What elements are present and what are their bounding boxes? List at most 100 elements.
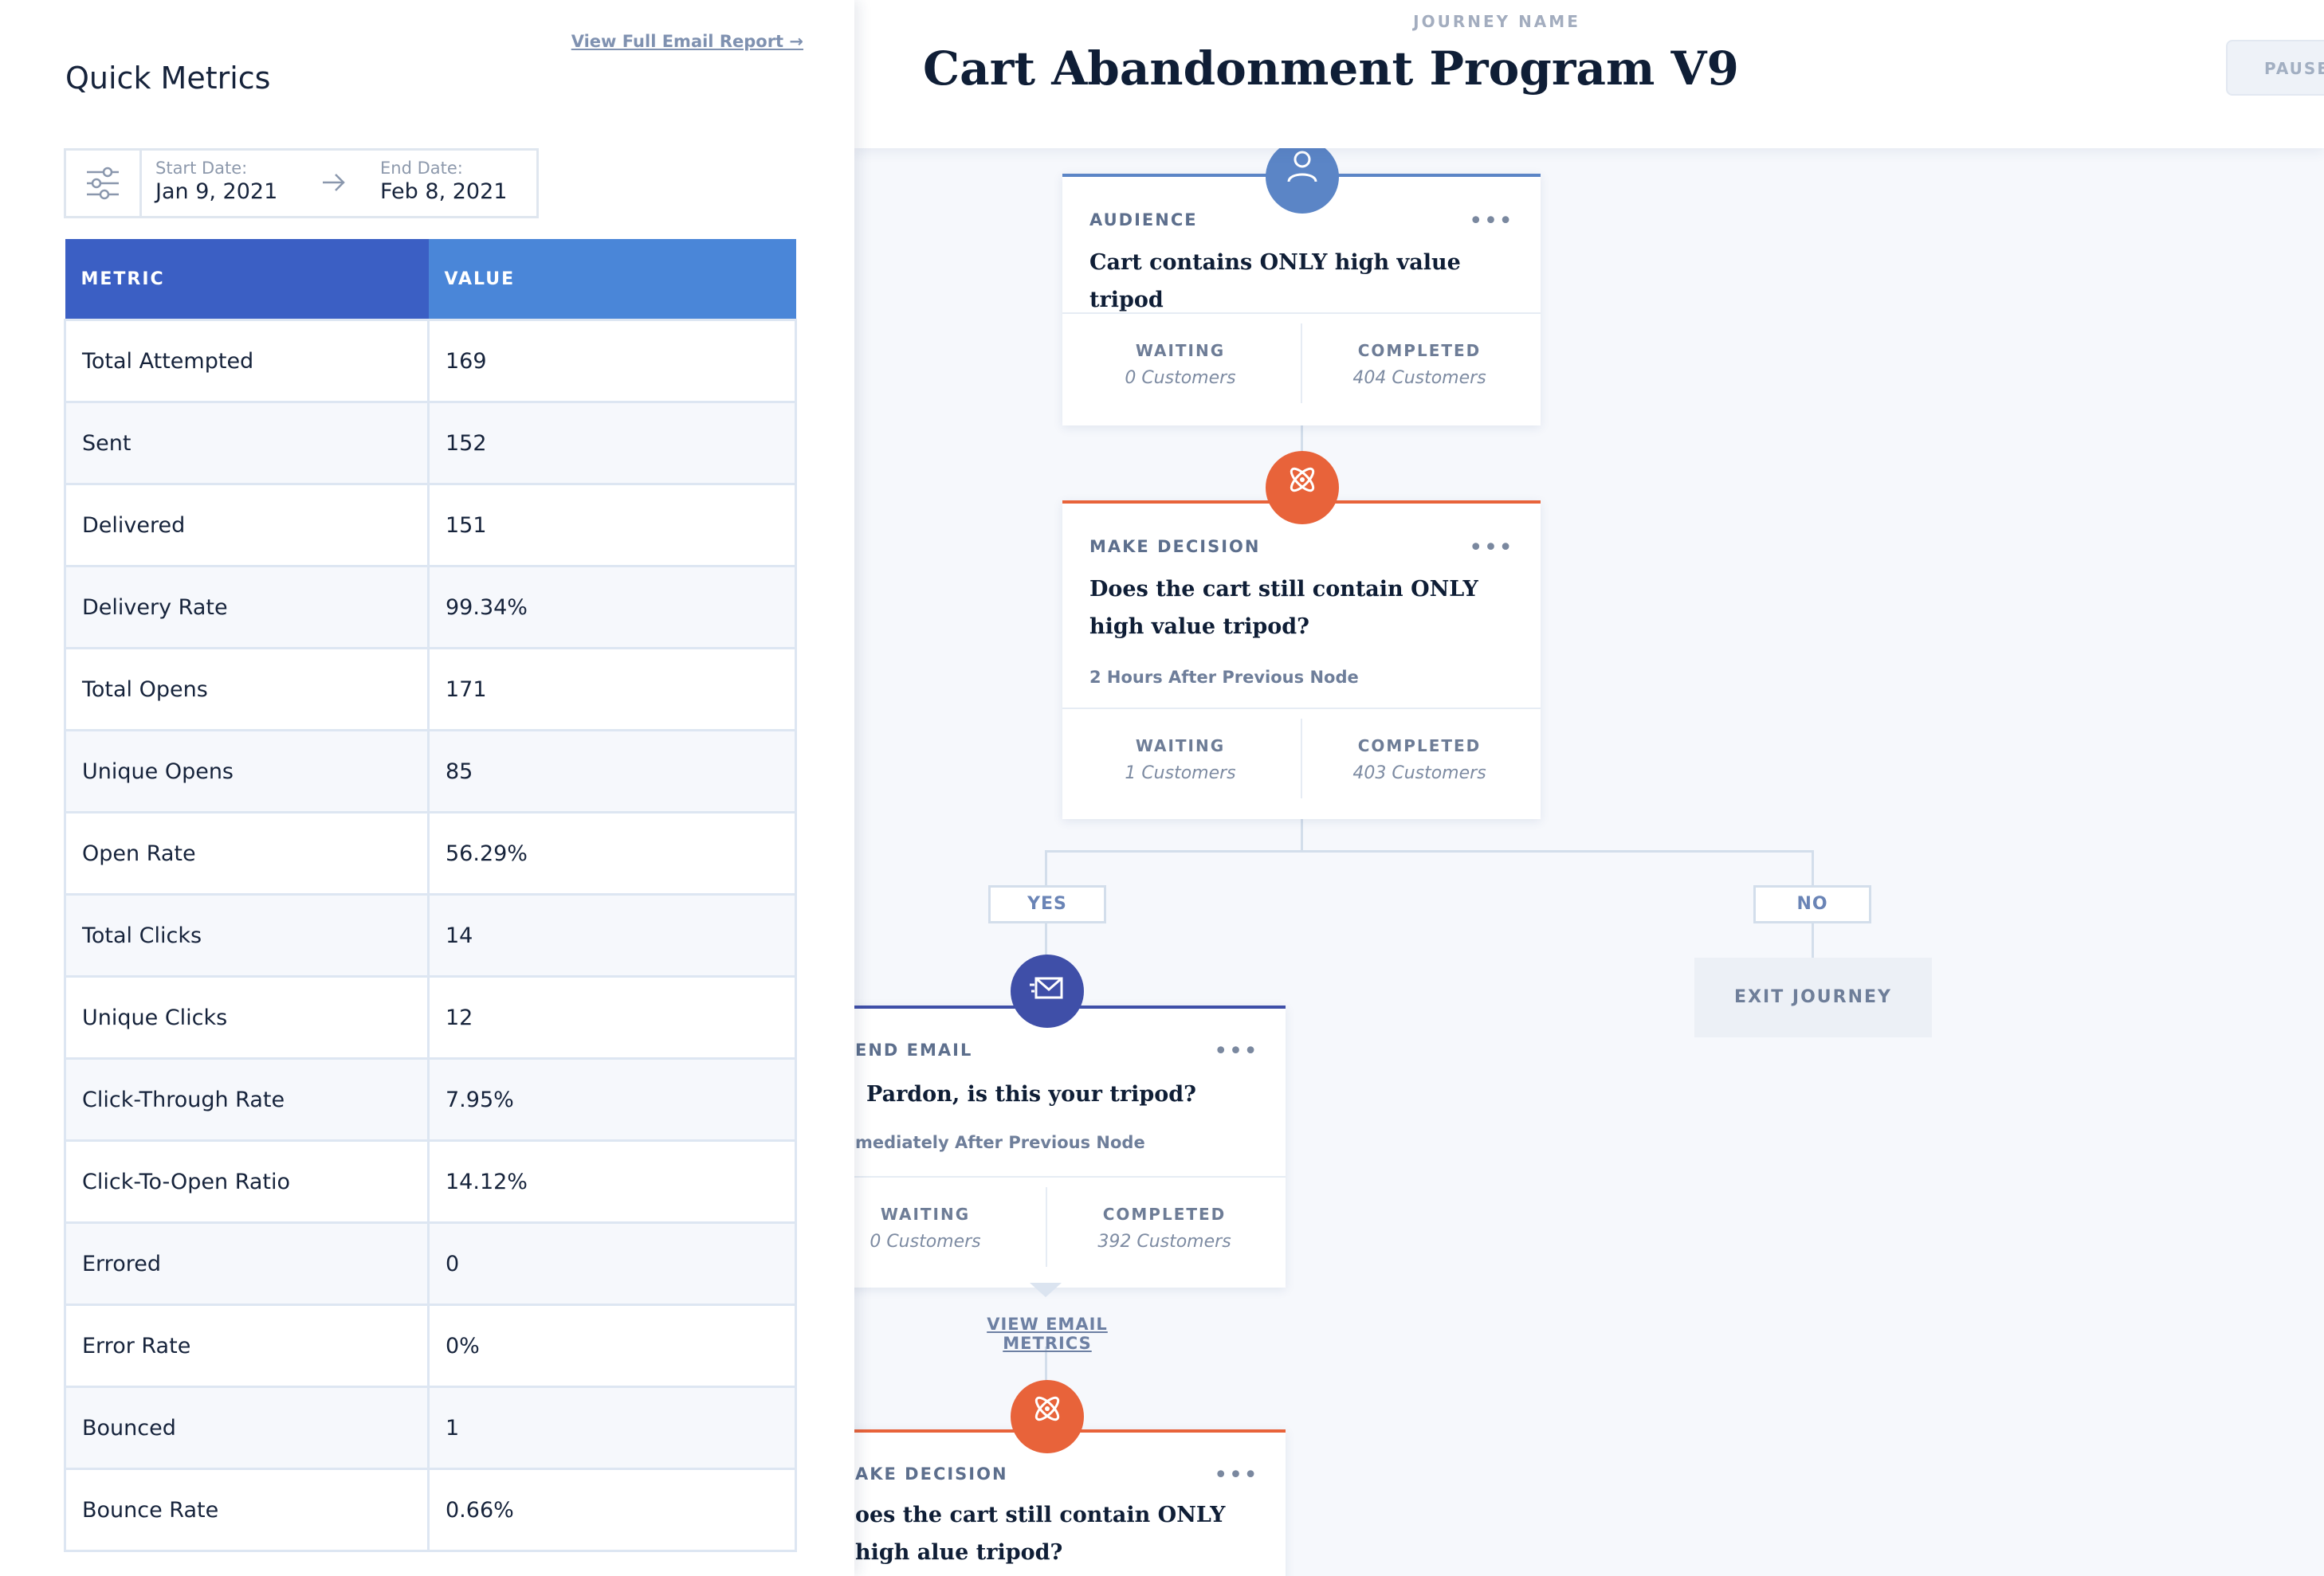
no-branch-label: NO	[1753, 885, 1871, 923]
metric-name-cell: Unique Opens	[64, 729, 430, 813]
metric-value-cell: 99.34%	[427, 565, 797, 649]
table-row: Total Clicks 14	[64, 893, 797, 978]
node-divider	[1062, 312, 1541, 314]
end-date-field[interactable]: End Date: Feb 8, 2021	[380, 159, 507, 204]
audience-node[interactable]: AUDIENCE ••• Cart contains ONLY high val…	[1062, 174, 1541, 425]
completed-stat: COMPLETED 403 Customers	[1352, 736, 1486, 783]
metric-name-cell: Bounce Rate	[64, 1468, 430, 1552]
connector-line	[1812, 923, 1814, 958]
metrics-table-body: Total Attempted 169 Sent 152 Delivered 151 Del…	[64, 319, 797, 1552]
more-dots-icon[interactable]: •••	[1213, 1461, 1258, 1489]
stat-separator	[1301, 323, 1302, 403]
metric-value-cell: 14.12%	[427, 1139, 797, 1224]
metric-name-cell: Sent	[64, 401, 430, 485]
metric-value-cell: 12	[427, 975, 797, 1060]
node-text: Pardon, is this your tripod?	[866, 1082, 1196, 1107]
waiting-stat: WAITING 0 Customers	[870, 1205, 981, 1252]
table-row: Errored 0	[64, 1221, 797, 1306]
more-dots-icon[interactable]: •••	[1213, 1037, 1258, 1065]
decision-badge	[1266, 451, 1339, 524]
decision-node[interactable]: MAKE DECISION ••• Does the cart still co…	[1062, 500, 1541, 819]
metric-value-cell: 151	[427, 483, 797, 567]
more-dots-icon[interactable]: •••	[1468, 534, 1513, 562]
node-timing: 2 Hours After Previous Node	[1089, 668, 1359, 687]
start-date-label: Start Date:	[155, 159, 248, 178]
yes-branch-label: YES	[988, 885, 1106, 923]
waiting-stat: WAITING 1 Customers	[1125, 736, 1236, 783]
decision-atom-icon	[1034, 1396, 1060, 1421]
node-divider	[807, 1176, 1286, 1178]
user-icon	[1287, 151, 1317, 182]
node-divider	[1062, 708, 1541, 709]
node-text: oes the cart still contain ONLY high alu…	[855, 1503, 1226, 1565]
node-type: MAKE DECISION	[1089, 537, 1261, 556]
table-row: Error Rate 0%	[64, 1304, 797, 1388]
journey-title: Cart Abandonment Program V9	[923, 41, 1739, 96]
metric-value-cell: 171	[427, 647, 797, 731]
table-header-row: METRIC VALUE	[65, 239, 796, 320]
metric-name-cell: Unique Clicks	[64, 975, 430, 1060]
table-row: Total Opens 171	[64, 647, 797, 731]
column-header-metric: METRIC	[65, 239, 429, 320]
node-type: AKE DECISION	[855, 1464, 1008, 1484]
arrow-right-icon	[323, 174, 345, 191]
metric-value-cell: 85	[427, 729, 797, 813]
metric-name-cell: Total Clicks	[64, 893, 430, 978]
send-email-icon	[1030, 977, 1063, 999]
connector-line	[1045, 850, 1814, 853]
journey-header: JOURNEY NAME Cart Abandonment Program V9…	[854, 0, 2324, 148]
metric-name-cell: Click-To-Open Ratio	[64, 1139, 430, 1224]
panel-title: Quick Metrics	[65, 61, 271, 96]
table-row: Total Attempted 169	[64, 319, 797, 403]
more-dots-icon[interactable]: •••	[1468, 207, 1513, 235]
metric-name-cell: Error Rate	[64, 1304, 430, 1388]
metric-value-cell: 1	[427, 1386, 797, 1470]
completed-stat: COMPLETED 392 Customers	[1097, 1205, 1231, 1252]
start-date-field[interactable]: Start Date: Jan 9, 2021	[155, 159, 277, 204]
metric-value-cell: 56.29%	[427, 811, 797, 896]
audience-badge	[1266, 140, 1339, 214]
pause-button[interactable]: PAUSE	[2226, 40, 2324, 96]
connector-line	[1045, 850, 1047, 885]
table-row: Open Rate 56.29%	[64, 811, 797, 896]
filter-button[interactable]	[66, 151, 142, 216]
view-full-email-report-link[interactable]: View Full Email Report →	[571, 32, 803, 51]
node-timing: mediately After Previous Node	[855, 1133, 1145, 1152]
connector-line	[1812, 850, 1814, 885]
table-row: Delivery Rate 99.34%	[64, 565, 797, 649]
column-header-value: VALUE	[428, 239, 796, 320]
table-row: Delivered 151	[64, 483, 797, 567]
completed-stat: COMPLETED 404 Customers	[1352, 341, 1486, 388]
date-range-picker[interactable]: Start Date: Jan 9, 2021 End Date: Feb 8,…	[64, 148, 539, 218]
send-email-node[interactable]: END EMAIL ••• Pardon, is this your tripo…	[807, 1006, 1286, 1288]
metric-name-cell: Total Opens	[64, 647, 430, 731]
view-email-metrics-link[interactable]: VIEW EMAIL METRICS	[987, 1315, 1108, 1353]
metrics-table: METRIC VALUE Total Attempted 169 Sent 152 De…	[64, 239, 797, 1552]
metric-name-cell: Errored	[64, 1221, 430, 1306]
filter-sliders-icon	[87, 167, 119, 200]
decision-badge	[1011, 1380, 1084, 1453]
node-type: END EMAIL	[855, 1041, 973, 1060]
metric-value-cell: 0	[427, 1221, 797, 1306]
metric-value-cell: 0%	[427, 1304, 797, 1388]
metric-value-cell: 7.95%	[427, 1057, 797, 1142]
decision-atom-icon	[1290, 467, 1315, 492]
metric-value-cell: 169	[427, 319, 797, 403]
exit-journey: EXIT JOURNEY	[1694, 958, 1932, 1037]
table-row: Click-To-Open Ratio 14.12%	[64, 1139, 797, 1224]
connector-line	[1301, 816, 1303, 853]
metric-name-cell: Bounced	[64, 1386, 430, 1470]
metric-name-cell: Total Attempted	[64, 319, 430, 403]
metric-name-cell: Delivered	[64, 483, 430, 567]
connector-line	[1045, 1347, 1047, 1388]
journey-name-label: JOURNEY NAME	[1413, 12, 1580, 31]
decision-node[interactable]: AKE DECISION ••• oes the cart still cont…	[807, 1429, 1286, 1576]
node-type: AUDIENCE	[1089, 210, 1198, 229]
metric-value-cell: 0.66%	[427, 1468, 797, 1552]
node-text: Does the cart still contain ONLY high va…	[1089, 577, 1478, 639]
table-row: Click-Through Rate 7.95%	[64, 1057, 797, 1142]
metric-value-cell: 14	[427, 893, 797, 978]
node-text: Cart contains ONLY high value tripod	[1089, 250, 1461, 312]
table-row: Unique Opens 85	[64, 729, 797, 813]
connector-line	[1045, 923, 1047, 955]
